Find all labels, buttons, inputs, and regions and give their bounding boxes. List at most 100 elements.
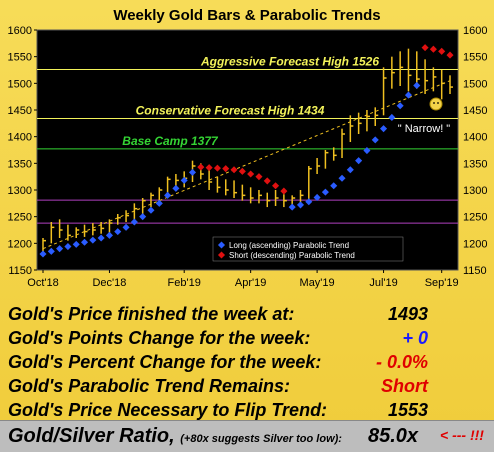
trend-label: Gold's Parabolic Trend Remains:: [8, 376, 291, 396]
price-value: 1493: [387, 304, 428, 324]
short-trend-dot: [230, 166, 238, 174]
plot-area: [36, 29, 459, 271]
x-tick-label: Sep'19: [425, 277, 459, 289]
long-trend-dot: [122, 223, 130, 231]
chart-title: Weekly Gold Bars & Parabolic Trends: [113, 7, 381, 24]
x-tick-label: Jul'19: [369, 277, 397, 289]
x-tick-label: May'19: [300, 277, 335, 289]
x-tick-label: Oct'18: [27, 277, 58, 289]
short-trend-dot: [280, 187, 288, 195]
y-tick-label-left: 1550: [8, 52, 32, 64]
long-trend-dot: [97, 234, 105, 242]
long-trend-dot: [413, 81, 421, 90]
y-tick-label-right: 1400: [463, 132, 487, 144]
legend-label: Long (ascending) Parabolic Trend: [229, 241, 349, 250]
y-tick-label-right: 1250: [463, 212, 487, 224]
long-trend-dot: [321, 188, 329, 196]
y-tick-label-right: 1200: [463, 238, 487, 250]
stat-row-trend: Gold's Parabolic Trend Remains: Short: [8, 376, 488, 402]
reference-line-label: Aggressive Forecast High 1526: [200, 54, 379, 68]
stat-row-percent: Gold's Percent Change for the week: - 0.…: [8, 352, 488, 378]
y-tick-label-right: 1300: [463, 185, 487, 197]
flip-value: 1553: [387, 400, 428, 420]
long-trend-dot: [89, 236, 97, 244]
flip-label: Gold's Price Necessary to Flip Trend:: [8, 400, 328, 420]
long-trend-dot: [72, 240, 80, 248]
trend-value: Short: [381, 376, 428, 396]
long-trend-dot: [147, 206, 155, 214]
y-tick-label-left: 1450: [8, 105, 32, 117]
y-tick-label-left: 1350: [8, 158, 32, 170]
long-trend-dot: [396, 102, 404, 110]
y-tick-label-left: 1500: [8, 78, 32, 90]
ratio-label-text: Gold/Silver Ratio,: [8, 425, 175, 447]
y-tick-label-right: 1150: [463, 265, 487, 277]
short-trend-dot: [205, 164, 213, 172]
long-trend-dot: [114, 228, 122, 236]
smiley-face-icon: [429, 97, 443, 111]
long-trend-dot: [56, 245, 64, 253]
y-tick-label-left: 1150: [8, 265, 32, 277]
short-trend-dot: [446, 51, 454, 59]
long-trend-dot: [338, 174, 346, 182]
short-trend-dot: [255, 173, 263, 181]
short-trend-dot: [438, 47, 446, 55]
trend-channel-line: [42, 80, 451, 250]
legend-box: [212, 236, 404, 262]
long-trend-dot: [355, 157, 363, 165]
points-value: + 0: [402, 328, 428, 348]
long-trend-dot: [388, 113, 396, 122]
long-trend-dot: [164, 191, 172, 199]
short-trend-dot: [222, 165, 230, 173]
long-trend-dot: [139, 213, 147, 221]
y-tick-label-left: 1250: [8, 212, 32, 224]
long-trend-dot: [155, 199, 163, 207]
short-trend-dot: [213, 164, 221, 172]
short-trend-dot: [238, 167, 246, 175]
long-trend-dot: [130, 218, 138, 226]
x-tick-label: Apr'19: [235, 277, 266, 289]
long-trend-dot: [404, 91, 413, 99]
long-trend-dot: [64, 242, 72, 251]
smiley-eye: [433, 102, 435, 104]
long-trend-dot: [380, 125, 388, 133]
y-tick-label-right: 1350: [463, 158, 487, 170]
short-trend-dot: [421, 44, 429, 52]
long-trend-dot: [47, 247, 55, 255]
y-tick-label-left: 1600: [8, 25, 32, 37]
y-tick-label-right: 1500: [463, 78, 487, 90]
y-tick-label-right: 1600: [463, 25, 487, 37]
x-tick-label: Dec'18: [92, 277, 126, 289]
ratio-value: 85.0x: [368, 425, 419, 447]
smiley-eye: [437, 102, 439, 104]
long-trend-dot: [363, 146, 371, 155]
ratio-label: Gold/Silver Ratio, (+80x suggests Silver…: [8, 425, 342, 448]
long-trend-dot: [188, 168, 197, 176]
x-tick-label: Feb'19: [168, 277, 201, 289]
long-trend-dot: [330, 182, 338, 190]
long-trend-dot: [105, 231, 113, 239]
short-trend-dot: [247, 170, 255, 178]
percent-label: Gold's Percent Change for the week:: [8, 352, 322, 372]
points-label: Gold's Points Change for the week:: [8, 328, 311, 348]
long-trend-dot: [371, 136, 379, 144]
y-tick-label-right: 1450: [463, 105, 487, 117]
long-trend-dot: [346, 166, 354, 174]
legend-marker: [217, 241, 226, 249]
long-trend-dot: [80, 238, 89, 246]
y-tick-label-left: 1400: [8, 132, 32, 144]
percent-value: - 0.0%: [375, 352, 428, 372]
short-trend-dot: [197, 163, 205, 171]
short-trend-dot: [263, 177, 271, 185]
y-tick-label-left: 1300: [8, 185, 32, 197]
short-trend-dot: [272, 182, 280, 190]
long-trend-dot: [313, 193, 321, 202]
long-trend-dot: [180, 176, 188, 184]
y-tick-label-left: 1200: [8, 238, 32, 250]
stat-row-price: Gold's Price finished the week at: 1493: [8, 304, 488, 330]
narrow-annotation: " Narrow! ": [398, 123, 451, 135]
ratio-note: (+80x suggests Silver too low):: [180, 433, 342, 445]
gold-price-chart: 1150 1150 1200 1200 1250 1250 1300 1300 1350 1350…: [8, 25, 488, 289]
price-label: Gold's Price finished the week at:: [8, 304, 295, 324]
